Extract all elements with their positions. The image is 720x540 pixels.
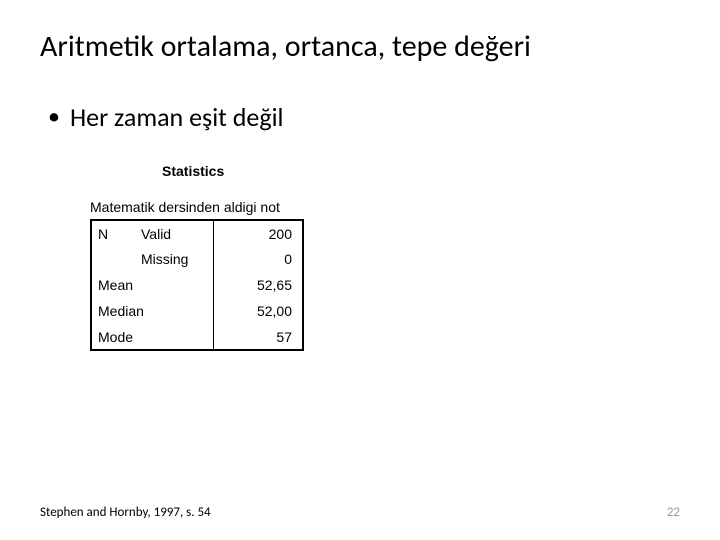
bullet-marker: • [48,105,60,129]
median-label: Median [91,298,213,324]
table-row: Mean 52,65 [91,272,303,298]
mean-label: Mean [91,272,213,298]
table-row: Median 52,00 [91,298,303,324]
statistics-heading: Statistics [162,163,680,179]
statistics-caption: Matematik dersinden aldigi not [90,199,680,215]
page-number: 22 [667,505,680,520]
missing-value: 0 [213,246,303,272]
table-row: Missing 0 [91,246,303,272]
footer: Stephen and Hornby, 1997, s. 54 22 [40,505,680,520]
empty-cell [91,246,141,272]
bullet-text: Her zaman eşit değil [70,101,284,133]
statistics-block: Statistics Matematik dersinden aldigi no… [90,163,680,351]
citation: Stephen and Hornby, 1997, s. 54 [40,505,211,520]
mean-value: 52,65 [213,272,303,298]
valid-value: 200 [213,220,303,246]
statistics-table: N Valid 200 Missing 0 Mean 52,65 Median … [90,219,304,351]
slide-title: Aritmetik ortalama, ortanca, tepe değeri [40,28,680,65]
table-row: N Valid 200 [91,220,303,246]
missing-label: Missing [141,246,213,272]
mode-value: 57 [213,324,303,350]
median-value: 52,00 [213,298,303,324]
mode-label: Mode [91,324,213,350]
bullet-item: • Her zaman eşit değil [48,101,680,133]
n-label: N [91,220,141,246]
valid-label: Valid [141,220,213,246]
table-row: Mode 57 [91,324,303,350]
